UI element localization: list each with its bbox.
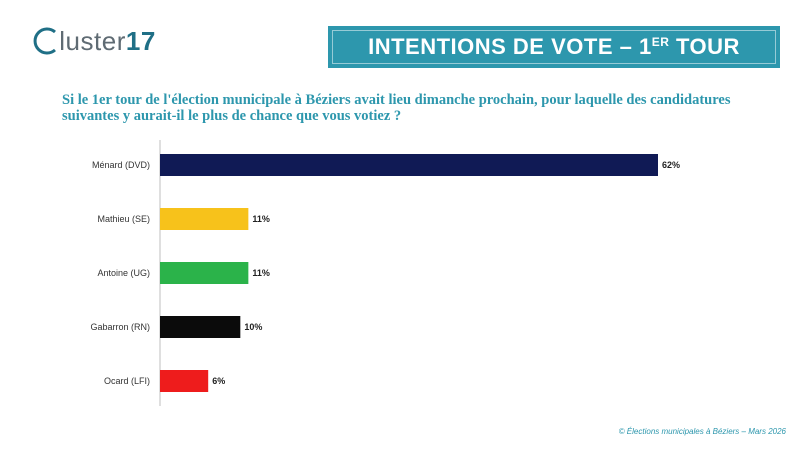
value-label-3: 10%: [244, 322, 262, 332]
title-end: TOUR: [669, 34, 740, 59]
logo-text: Cluster17: [40, 24, 156, 58]
bar-4: [160, 370, 209, 392]
bar-1: [160, 208, 249, 230]
value-label-1: 11%: [252, 214, 270, 224]
value-label-0: 62%: [662, 160, 680, 170]
survey-question: Si le 1er tour de l'élection municipale …: [62, 92, 731, 124]
category-label-1: Mathieu (SE): [97, 214, 150, 224]
category-label-4: Ocard (LFI): [104, 376, 150, 386]
vote-intention-chart: Ménard (DVD) 62% Mathieu (SE) 11% Antoine (U…: [90, 140, 680, 406]
page-title: INTENTIONS DE VOTE – 1ER TOUR: [368, 34, 740, 60]
category-label-2: Antoine (UG): [97, 268, 150, 278]
bar-0: [160, 154, 658, 176]
category-label-0: Ménard (DVD): [92, 160, 150, 170]
title-border: [332, 30, 776, 64]
category-label-3: Gabarron (RN): [90, 322, 150, 332]
logo-ring-icon: [33, 27, 56, 55]
bar-2: [160, 262, 249, 284]
logo-number: 17: [125, 26, 156, 56]
title-main: INTENTIONS DE VOTE – 1: [368, 34, 652, 59]
value-label-2: 11%: [252, 268, 270, 278]
value-label-4: 6%: [212, 376, 225, 386]
title-sup: ER: [651, 35, 670, 49]
bar-3: [160, 316, 241, 338]
title-banner: INTENTIONS DE VOTE – 1ER TOUR: [328, 26, 780, 68]
logo-word: luster: [59, 26, 126, 56]
footer-source: © Élections municipales à Béziers – Mars…: [618, 427, 786, 436]
